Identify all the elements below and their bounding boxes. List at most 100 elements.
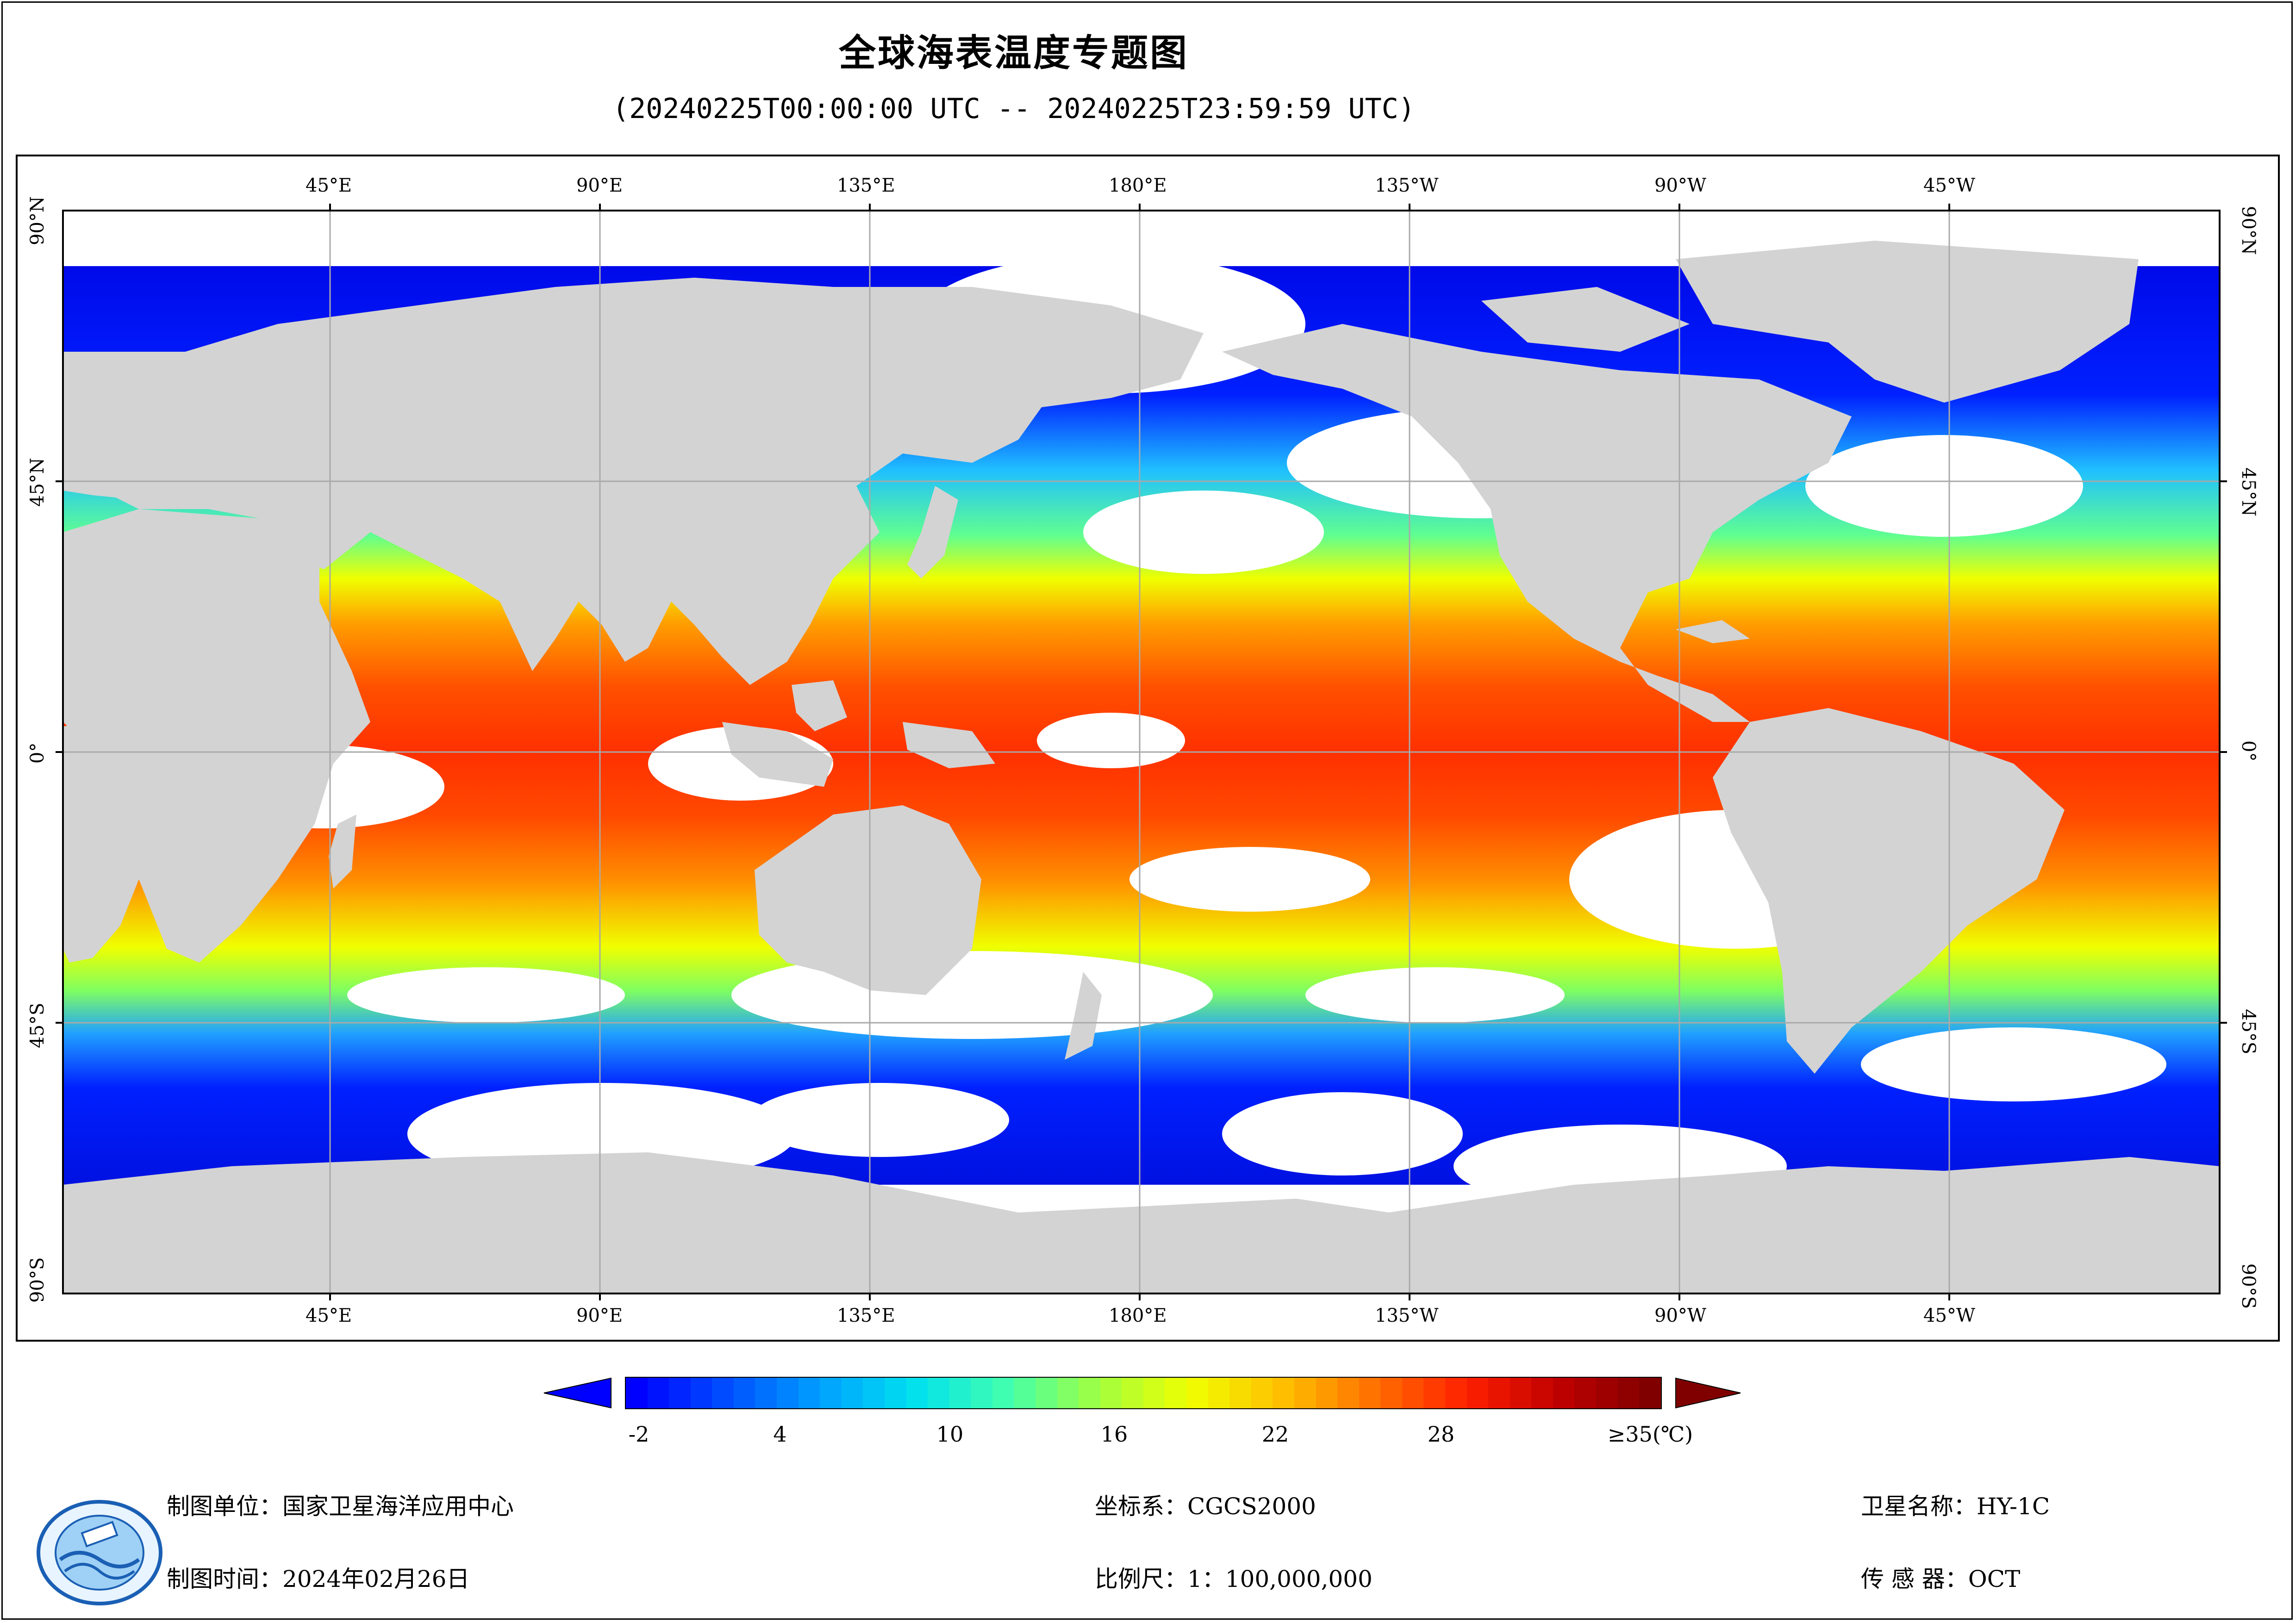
legend-swatch xyxy=(1079,1378,1100,1408)
lon-label-top: 90°W xyxy=(1654,175,1707,196)
legend-swatch xyxy=(971,1378,992,1408)
lat-label-left: 45°S xyxy=(27,1002,48,1048)
legend-swatch xyxy=(733,1378,755,1408)
lon-label-bottom: 90°E xyxy=(576,1305,623,1326)
land-arctic-canada xyxy=(1481,287,1690,352)
land-indonesia xyxy=(722,722,833,787)
lon-label-top: 90°E xyxy=(576,175,623,196)
legend-swatch xyxy=(1294,1378,1316,1408)
legend-swatch xyxy=(777,1378,799,1408)
legend-swatch xyxy=(690,1378,712,1408)
lat-label-left: 45°N xyxy=(27,458,48,507)
legend-swatch xyxy=(1553,1378,1575,1408)
graticule xyxy=(63,211,2220,1293)
legend-swatch xyxy=(992,1378,1014,1408)
legend-swatch xyxy=(1057,1378,1079,1408)
legend-swatch xyxy=(1165,1378,1187,1408)
legend-swatch xyxy=(1208,1378,1230,1408)
legend-swatch xyxy=(928,1378,949,1408)
legend-under-arrow xyxy=(543,1377,611,1409)
land-greenland xyxy=(1676,241,2139,403)
legend-swatch xyxy=(1122,1378,1143,1408)
legend-swatch xyxy=(949,1378,971,1408)
legend-tick-label: 28 xyxy=(1427,1422,1455,1447)
legend-swatch xyxy=(1337,1378,1359,1408)
legend-swatch xyxy=(798,1378,820,1408)
footer-satellite: 卫星名称：HY-1C xyxy=(1861,1493,2050,1520)
legend-swatch xyxy=(1251,1378,1273,1408)
legend-swatch xyxy=(841,1378,863,1408)
land-europe xyxy=(63,417,324,500)
map-title: 全球海表温度专题图 xyxy=(839,31,1189,75)
lon-label-top: 180°E xyxy=(1109,175,1167,196)
legend-swatch xyxy=(1639,1378,1661,1408)
legend-swatch xyxy=(647,1378,669,1408)
legend-swatch xyxy=(1229,1378,1251,1408)
legend-swatch xyxy=(1402,1378,1424,1408)
legend-swatch xyxy=(1617,1378,1640,1408)
legend-swatch xyxy=(1574,1378,1597,1408)
map-subtitle: (20240225T00:00:00 UTC -- 20240225T23:59… xyxy=(612,93,1415,125)
footer-producer: 制图单位：国家卫星海洋应用中心 xyxy=(167,1493,514,1520)
legend-swatch xyxy=(1445,1378,1467,1408)
legend-swatch xyxy=(1143,1378,1165,1408)
legend-swatch xyxy=(1359,1378,1381,1408)
legend-swatch xyxy=(626,1378,648,1408)
land-madagascar xyxy=(329,815,356,889)
legend-tick-label: ≥35(℃) xyxy=(1607,1422,1693,1447)
lat-label-left: 90°N xyxy=(27,196,48,245)
land-antarctica xyxy=(63,1152,2220,1293)
legend-swatch xyxy=(669,1378,691,1408)
legend-swatch xyxy=(1510,1378,1532,1408)
land-newguinea xyxy=(903,722,995,768)
land-borneo xyxy=(792,680,847,731)
lat-label-left: 90°S xyxy=(27,1257,48,1303)
lon-label-bottom: 135°W xyxy=(1375,1305,1439,1326)
legend-swatch xyxy=(1186,1378,1208,1408)
lon-label-top: 45°W xyxy=(1923,175,1976,196)
lat-label-right: 90°S xyxy=(2238,1263,2259,1309)
lon-label-top: 135°W xyxy=(1375,175,1439,196)
legend-swatch xyxy=(1488,1378,1510,1408)
legend-swatch xyxy=(1531,1378,1553,1408)
land-south-america xyxy=(1713,708,2065,1074)
legend-swatch xyxy=(906,1378,928,1408)
legend-swatch xyxy=(1423,1378,1445,1408)
lat-label-right: 45°N xyxy=(2238,467,2259,516)
legend-swatch xyxy=(1596,1378,1618,1408)
legend-swatch xyxy=(755,1378,777,1408)
legend-swatch xyxy=(1273,1378,1294,1408)
legend-swatch xyxy=(1035,1378,1057,1408)
legend-swatch xyxy=(820,1378,842,1408)
land-japan xyxy=(907,486,958,578)
sst-color-legend xyxy=(625,1377,1662,1409)
map-frame xyxy=(16,155,2280,1342)
legend-swatch xyxy=(1466,1378,1489,1408)
nsoas-logo-icon xyxy=(37,1500,162,1605)
lon-label-bottom: 135°E xyxy=(837,1305,895,1326)
footer-date: 制图时间：2024年02月26日 xyxy=(167,1566,470,1592)
legend-swatch xyxy=(863,1378,885,1408)
lat-label-left: 0° xyxy=(27,742,48,764)
legend-swatch xyxy=(1100,1378,1122,1408)
lat-label-right: 45°S xyxy=(2238,1009,2259,1055)
lon-label-top: 135°E xyxy=(837,175,895,196)
footer-crs: 坐标系：CGCS2000 xyxy=(1095,1493,1316,1520)
legend-swatch xyxy=(884,1378,906,1408)
land-caribbean xyxy=(1676,620,1750,643)
legend-tick-label: 22 xyxy=(1261,1422,1289,1447)
lon-label-top: 45°E xyxy=(306,175,352,196)
lon-label-bottom: 45°E xyxy=(306,1305,352,1326)
land-australia xyxy=(755,805,981,995)
land-africa-east xyxy=(63,509,370,963)
lon-label-bottom: 180°E xyxy=(1109,1305,1167,1326)
land-newzealand xyxy=(1065,972,1102,1060)
footer-sensor: 传 感 器：OCT xyxy=(1861,1566,2021,1592)
legend-swatch xyxy=(712,1378,734,1408)
legend-over-arrow xyxy=(1675,1377,1741,1409)
lon-label-bottom: 90°W xyxy=(1654,1305,1707,1326)
lat-label-right: 0° xyxy=(2238,740,2259,762)
legend-tick-label: 4 xyxy=(773,1422,787,1447)
